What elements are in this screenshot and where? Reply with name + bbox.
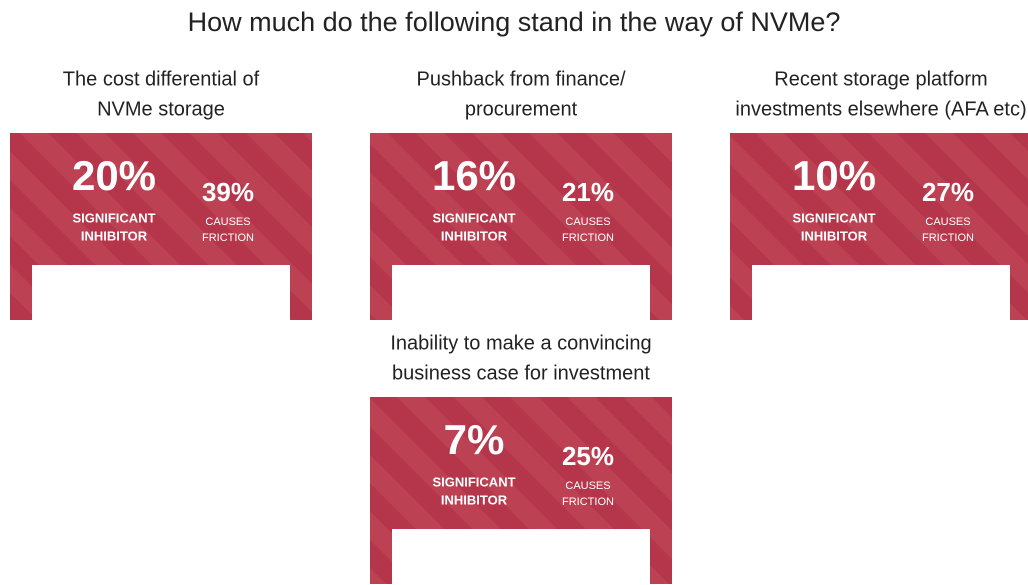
friction-label: CAUSES [565,480,610,492]
significant-label: SIGNIFICANT [72,210,155,225]
significant-label: INHIBITOR [81,228,148,243]
sign-leg [1010,265,1028,320]
significant-label: SIGNIFICANT [792,210,875,225]
friction-value: 21% [562,177,614,207]
sign-leg [730,265,752,320]
sign-label: business case for investment [392,362,650,384]
significant-value: 7% [444,416,505,463]
significant-value: 10% [792,152,876,199]
title: How much do the following stand in the w… [188,7,841,37]
significant-label: SIGNIFICANT [432,474,515,489]
sign-label: The cost differential of [63,68,260,90]
significant-label: INHIBITOR [441,492,508,507]
sign-label: Inability to make a convincing [390,332,651,354]
sign-leg [290,265,312,320]
sign-label: procurement [465,98,578,120]
sign-panel [730,133,1028,265]
sign-leg [370,265,392,320]
friction-label: CAUSES [205,216,250,228]
friction-label: FRICTION [202,232,254,244]
sign-leg [370,529,392,584]
sign-label: Pushback from finance/ [417,68,626,90]
friction-value: 39% [202,177,254,207]
friction-label: FRICTION [562,496,614,508]
friction-value: 27% [922,177,974,207]
significant-label: INHIBITOR [441,228,508,243]
sign-panel [370,133,672,265]
friction-label: CAUSES [565,216,610,228]
sign-leg [650,265,672,320]
sign-label: NVMe storage [97,98,225,120]
friction-value: 25% [562,441,614,471]
significant-value: 20% [72,152,156,199]
sign-label: investments elsewhere (AFA etc) [735,98,1026,120]
friction-label: FRICTION [562,232,614,244]
significant-label: INHIBITOR [801,228,868,243]
friction-label: FRICTION [922,232,974,244]
sign-panel [370,397,672,529]
significant-value: 16% [432,152,516,199]
significant-label: SIGNIFICANT [432,210,515,225]
sign-leg [10,265,32,320]
sign-leg [650,529,672,584]
friction-label: CAUSES [925,216,970,228]
sign-panel [10,133,312,265]
sign-label: Recent storage platform [774,68,987,90]
